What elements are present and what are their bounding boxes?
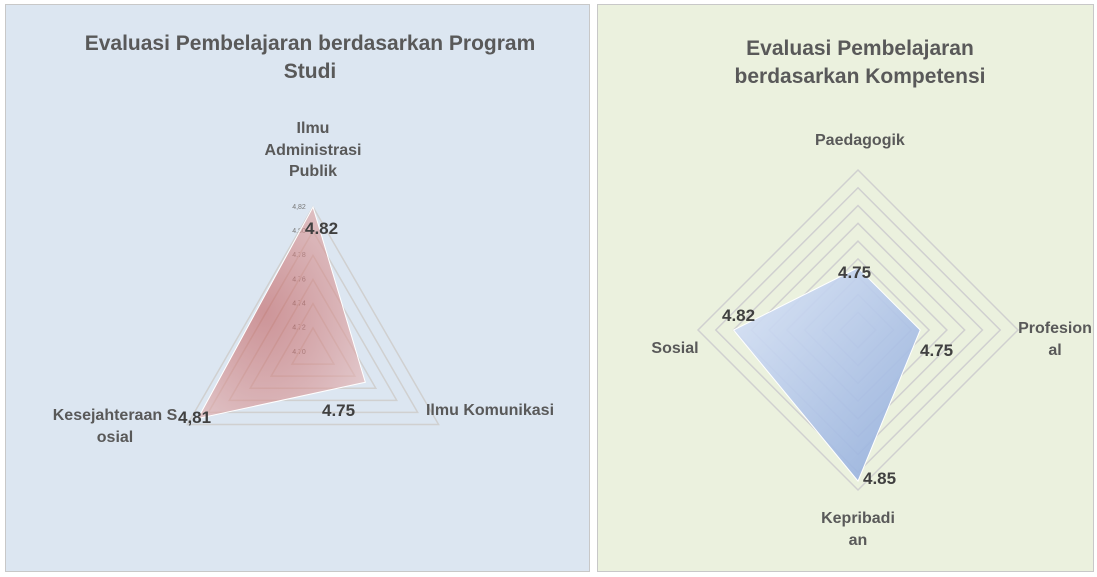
value-label: 4.82 [722,306,756,325]
value-label: 4.75 [322,401,356,420]
value-label: 4.85 [863,469,897,488]
category-label: Kesejahteraan Sosial [52,407,178,446]
value-label: 4,81 [178,408,212,427]
category-label: Paedagogik [815,132,905,149]
chart-title: Evaluasi Pembelajaran berdasarkan Kompet… [734,37,986,89]
radar-area [196,205,366,420]
grid-ring [696,168,1020,492]
radar-area [732,267,921,483]
category-label: Ilmu Administrasi Publik [264,120,362,181]
category-label: Kepribadian [821,510,895,549]
grid-ring [186,205,440,426]
category-label: Sosial [651,340,699,357]
chart-title: Evaluasi Pembelajaran berdasarkan Progra… [84,32,536,84]
category-label: Profesional [1018,320,1092,359]
value-label: 4.82 [305,219,339,238]
category-label: Ilmu Komunikasi [425,402,555,419]
r-tick-label: 4,82 [292,204,306,211]
value-label: 4.75 [838,263,872,282]
value-label: 4.75 [920,341,954,360]
